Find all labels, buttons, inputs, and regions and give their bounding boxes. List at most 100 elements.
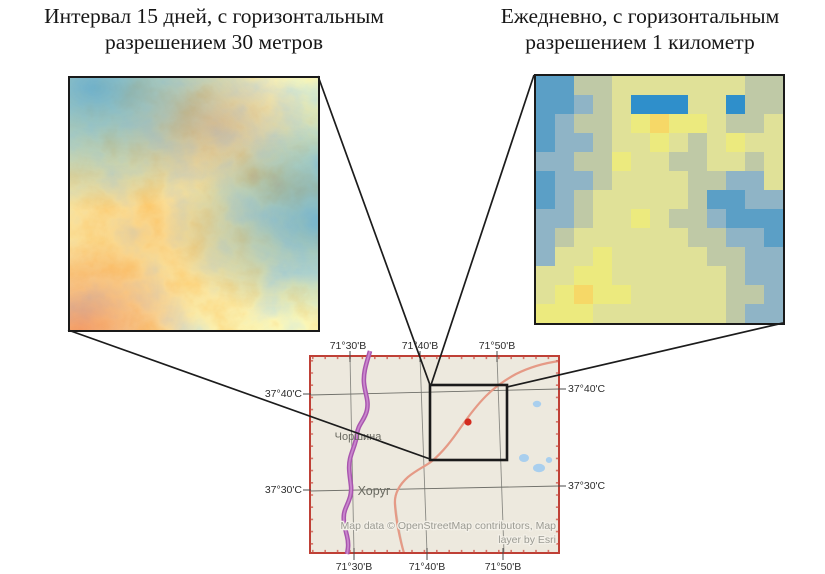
grid-cell [707,95,726,114]
grid-cell [726,76,745,95]
grid-cell [536,76,555,95]
grid-cell [688,304,707,323]
grid-cell [612,247,631,266]
right-axis-label-2: 37°30'С [568,480,606,492]
top-axis-label-2: 71°40'В [402,340,439,352]
low-res-raster-image [534,74,785,325]
top-axis-label-3: 71°50'В [479,340,516,352]
station-dot [464,418,472,426]
grid-cell [745,266,764,285]
grid-cell [688,76,707,95]
grid-cell [555,266,574,285]
map-attribution: Map data © OpenStreetMap contributors, M… [339,519,557,548]
grid-cell [593,76,612,95]
thermal-tint-overlay [70,78,318,330]
grid-cell [612,133,631,152]
grid-cell [631,247,650,266]
grid-cell [536,209,555,228]
grid-cell [764,304,783,323]
grid-cell [745,171,764,190]
grid-cell [764,209,783,228]
grid-cell [650,190,669,209]
grid-cell [593,304,612,323]
grid-cell [536,133,555,152]
grid-cell [669,304,688,323]
grid-cell [707,304,726,323]
grid-cell [650,95,669,114]
grid-cell [745,247,764,266]
grid-cell [764,171,783,190]
grid-cell [574,76,593,95]
grid-cell [707,76,726,95]
grid-cell [574,95,593,114]
grid-cell [593,190,612,209]
grid-cell [726,95,745,114]
grid-cell [669,209,688,228]
grid-cell [612,171,631,190]
grid-cell [631,171,650,190]
grid-cell [555,152,574,171]
grid-cell [650,228,669,247]
location-map: 71°30'В 71°40'В 71°50'В 71°30'В 71°40'В … [265,340,606,573]
grid-cell [536,171,555,190]
grid-cell [726,133,745,152]
grid-cell [593,266,612,285]
right-axis-label-1: 37°40'С [568,383,606,395]
grid-cell [650,247,669,266]
grid-cell [764,114,783,133]
grid-cell [593,114,612,133]
grid-cell [726,114,745,133]
grid-cell [669,171,688,190]
grid-cell [612,114,631,133]
grid-cell [631,209,650,228]
grid-cell [669,190,688,209]
grid-cell [707,285,726,304]
grid-cell [707,114,726,133]
grid-cell [764,247,783,266]
grid-cell [726,266,745,285]
grid-cell [612,266,631,285]
grid-cell [688,247,707,266]
grid-cell [669,285,688,304]
grid-cell [536,247,555,266]
coarse-pixel-grid [536,76,783,323]
grid-cell [764,133,783,152]
grid-cell [536,304,555,323]
grid-cell [555,133,574,152]
grid-cell [669,95,688,114]
grid-cell [688,190,707,209]
grid-cell [555,285,574,304]
grid-cell [726,304,745,323]
grid-cell [536,114,555,133]
grid-cell [574,190,593,209]
bottom-axis-label-2: 71°40'В [409,561,446,573]
grid-cell [745,190,764,209]
grid-cell [631,114,650,133]
grid-cell [650,114,669,133]
grid-cell [612,209,631,228]
grid-cell [688,209,707,228]
grid-cell [707,190,726,209]
grid-cell [707,228,726,247]
grid-cell [555,228,574,247]
grid-cell [745,304,764,323]
grid-cell [650,266,669,285]
grid-cell [612,190,631,209]
grid-cell [745,228,764,247]
grid-cell [574,304,593,323]
grid-cell [650,152,669,171]
lakes [519,400,553,473]
grid-cell [555,209,574,228]
grid-cell [631,304,650,323]
grid-cell [745,133,764,152]
right-title-line2: разрешением 1 километр [525,30,755,54]
grid-cell [650,304,669,323]
grid-cell [555,95,574,114]
grid-cell [764,190,783,209]
left-panel-title: Интервал 15 дней, с горизонтальным разре… [0,3,428,55]
high-res-raster-image [68,76,320,332]
grid-cell [612,152,631,171]
grid-cell [555,190,574,209]
grid-cell [555,304,574,323]
